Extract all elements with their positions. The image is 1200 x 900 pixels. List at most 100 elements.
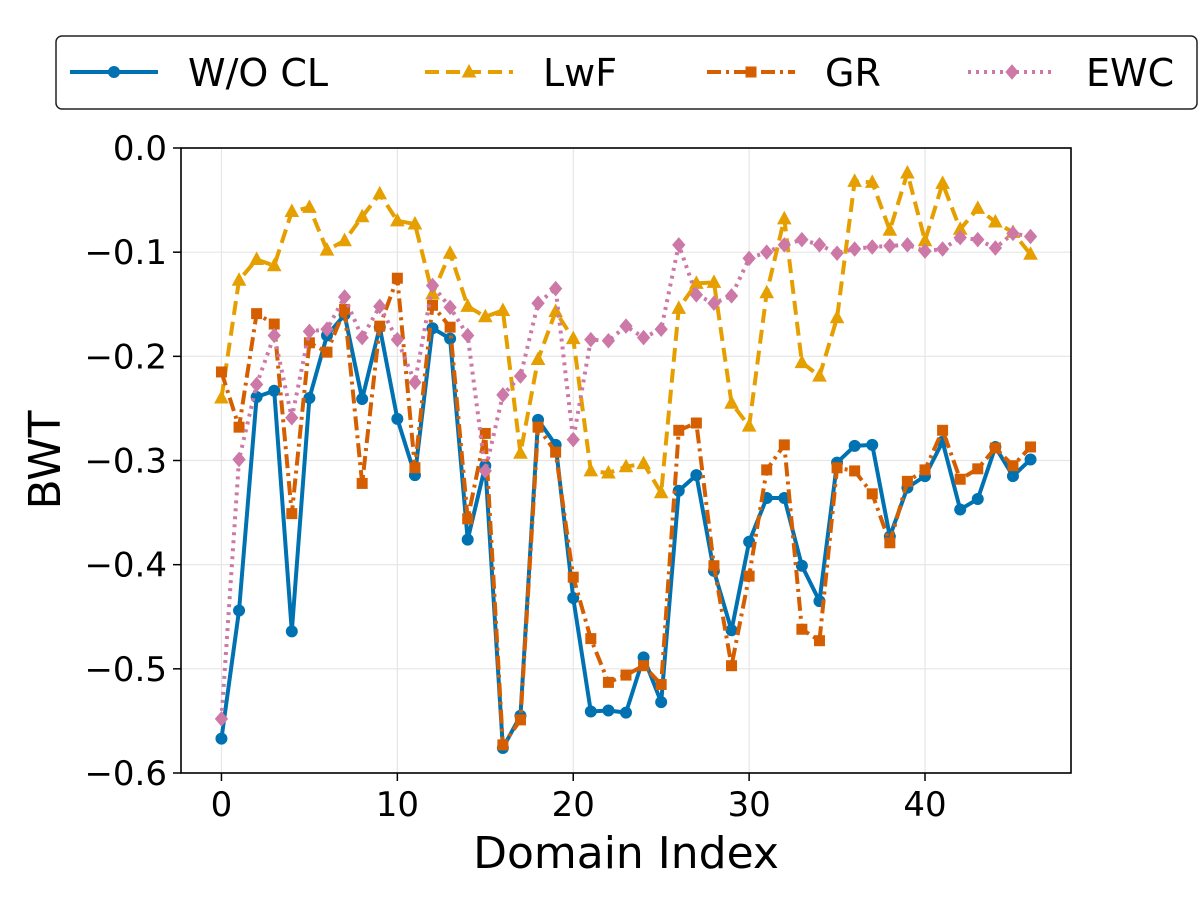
data-point: [496, 387, 510, 403]
data-point: [690, 469, 703, 482]
series-ewc: [214, 225, 1038, 727]
legend-marker: [1005, 64, 1019, 80]
data-point: [215, 366, 227, 378]
data-point: [620, 706, 632, 719]
data-point: [602, 676, 614, 688]
data-point: [567, 571, 579, 583]
data-point: [391, 272, 403, 284]
data-point: [530, 351, 546, 365]
data-point: [284, 203, 300, 218]
data-point: [865, 239, 879, 255]
data-point: [444, 321, 456, 333]
data-point: [707, 295, 721, 311]
data-point: [567, 592, 580, 604]
data-point: [233, 421, 245, 433]
data-point: [408, 374, 422, 391]
data-point: [531, 295, 545, 311]
data-point: [619, 318, 633, 334]
data-point: [267, 327, 281, 344]
legend-label: EWC: [1086, 51, 1174, 95]
data-point: [954, 503, 967, 516]
data-point: [620, 669, 632, 681]
data-point: [373, 298, 387, 315]
data-point: [935, 241, 950, 257]
data-point: [601, 464, 616, 479]
data-point: [690, 417, 702, 429]
data-point: [972, 463, 984, 475]
legend-entry: W/O CL: [70, 51, 328, 95]
data-point: [882, 222, 898, 236]
series-w-o-cl: [215, 308, 1037, 754]
data-point: [337, 232, 352, 247]
data-point: [390, 331, 405, 348]
data-point: [672, 237, 686, 253]
data-point: [636, 329, 651, 346]
data-point: [565, 330, 581, 345]
data-point: [514, 714, 526, 726]
data-point: [796, 623, 808, 635]
data-point: [495, 302, 511, 316]
data-point: [233, 604, 246, 617]
y-tick-label: 0.0: [113, 129, 167, 169]
legend-entry: LwF: [425, 51, 617, 95]
data-point: [1025, 441, 1037, 453]
data-point: [866, 438, 879, 451]
y-tick-label: −0.5: [84, 650, 167, 690]
data-point: [971, 231, 985, 248]
x-tick-label: 40: [903, 785, 946, 825]
legend-entry: EWC: [968, 51, 1174, 95]
data-point: [901, 475, 913, 487]
data-point: [548, 303, 563, 318]
data-point: [268, 384, 281, 397]
data-point: [971, 493, 984, 506]
data-point: [513, 368, 528, 384]
x-tick-label: 20: [552, 785, 595, 825]
data-point: [601, 332, 616, 349]
data-point: [831, 462, 843, 474]
legend-entry: GR: [707, 51, 881, 95]
legend-marker: [745, 66, 757, 78]
data-point: [321, 346, 333, 358]
data-point: [812, 368, 827, 382]
data-point: [566, 431, 580, 448]
data-point: [988, 240, 1003, 256]
legend-label: GR: [825, 51, 881, 95]
data-point: [285, 410, 299, 426]
data-point: [953, 229, 967, 246]
x-tick-label: 10: [376, 785, 419, 825]
data-point: [249, 376, 264, 393]
data-point: [919, 464, 931, 476]
data-point: [884, 537, 896, 549]
data-point: [462, 513, 474, 525]
data-point: [583, 462, 599, 477]
data-point: [725, 624, 738, 637]
data-point: [231, 272, 247, 286]
data-point: [215, 732, 228, 745]
y-tick-label: −0.6: [84, 754, 167, 794]
data-point: [989, 442, 1001, 454]
data-point: [249, 251, 264, 265]
data-point: [1023, 228, 1038, 245]
y-axis-label: BWT: [20, 410, 71, 509]
data-point: [778, 439, 790, 451]
data-point: [935, 175, 950, 189]
data-point: [937, 424, 949, 436]
data-point: [354, 208, 370, 223]
data-point: [356, 477, 368, 489]
data-point: [286, 508, 298, 520]
data-point: [356, 393, 369, 406]
data-point: [532, 421, 544, 433]
legend-frame: [55, 35, 1198, 110]
data-point: [584, 331, 598, 348]
data-point: [900, 237, 915, 253]
x-axis-ticks: 0 10 20 30 40: [211, 773, 947, 825]
data-point: [759, 284, 775, 299]
data-point: [548, 280, 563, 297]
y-tick-label: −0.2: [84, 337, 167, 377]
data-point: [1006, 225, 1020, 242]
data-point: [708, 560, 720, 572]
data-point: [795, 559, 808, 572]
data-point: [743, 570, 755, 582]
y-tick-label: −0.3: [84, 442, 167, 482]
data-point: [461, 533, 474, 546]
